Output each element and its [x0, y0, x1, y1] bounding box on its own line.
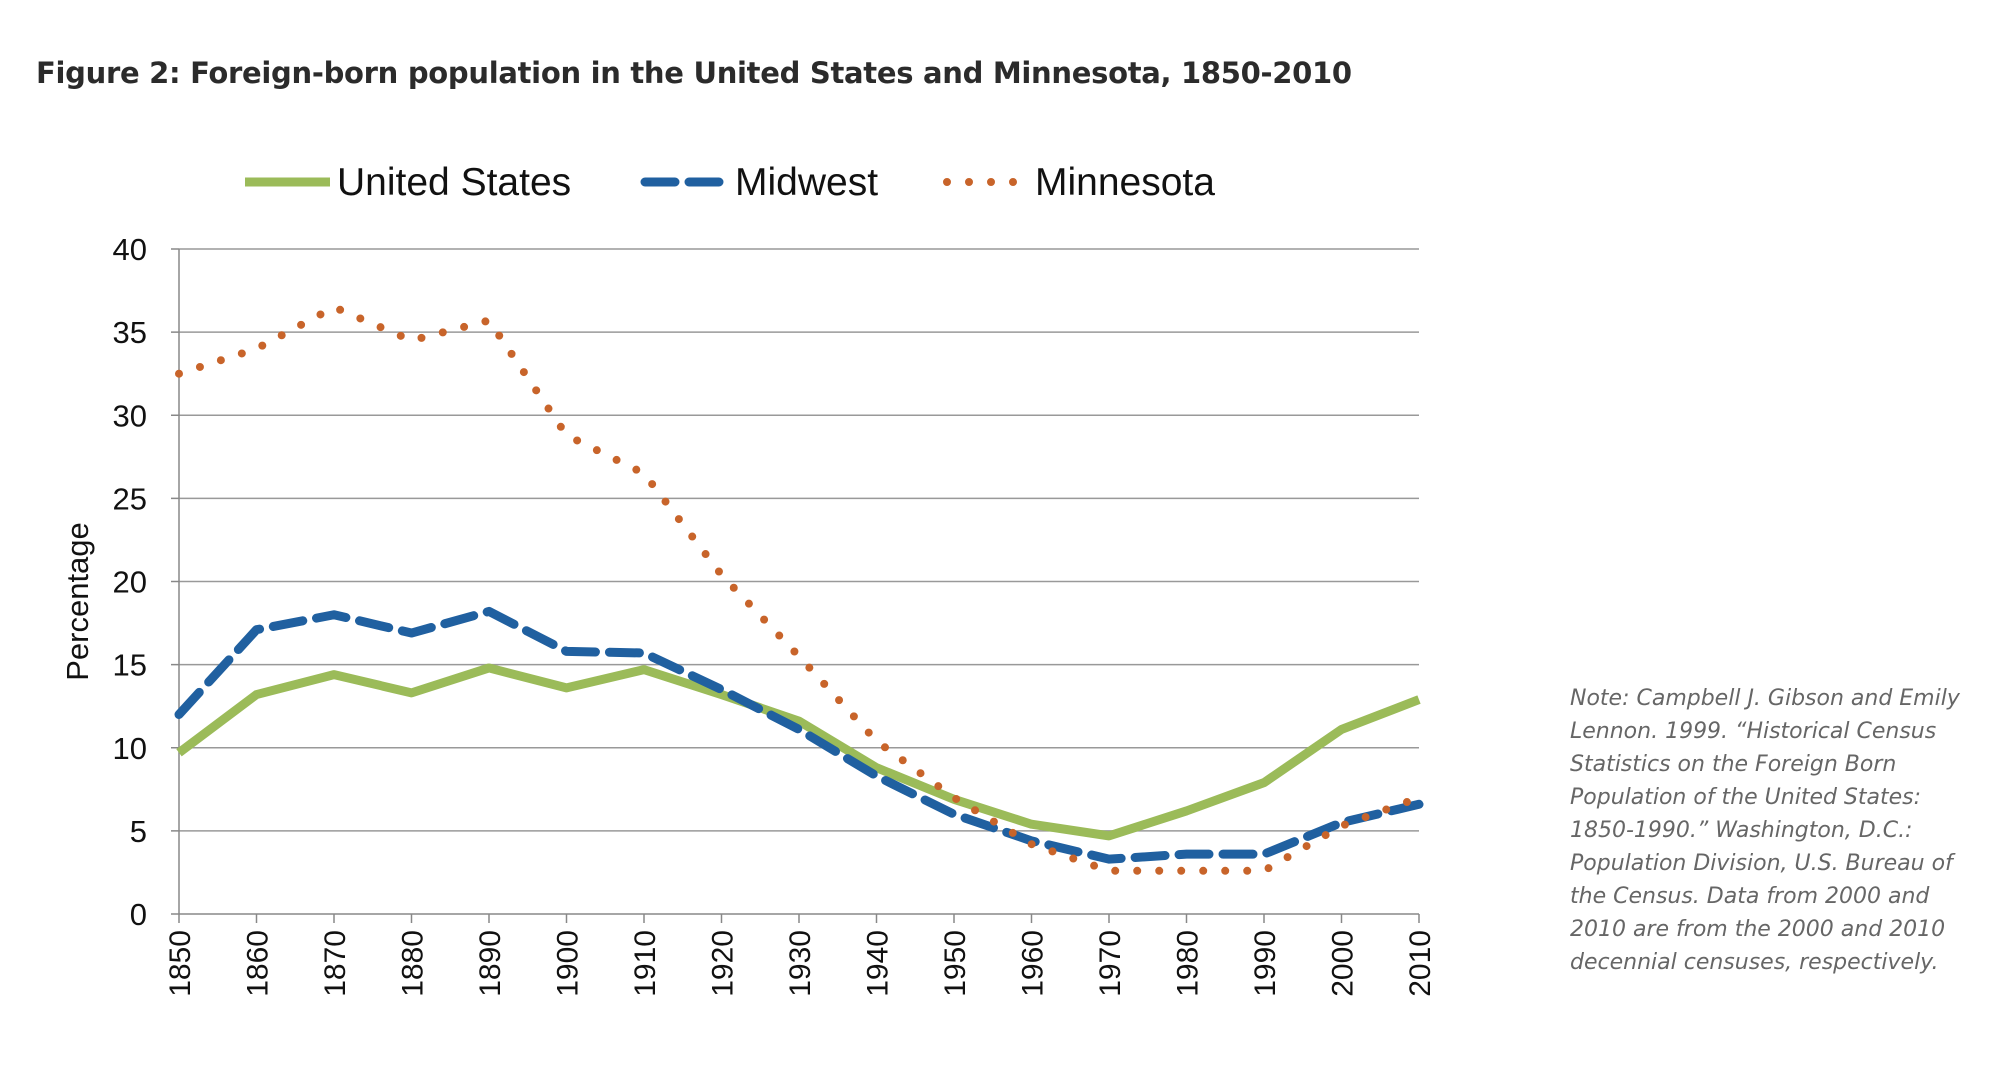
x-tick-label: 1960	[1017, 930, 1050, 997]
note-line: Note: Campbell J. Gibson and Emily	[1570, 686, 1960, 711]
series-line-united-states	[176, 663, 1421, 841]
y-tick-label: 5	[130, 814, 147, 849]
y-tick-label: 25	[113, 481, 147, 516]
x-tick-label: 1850	[164, 930, 197, 997]
x-tick-label: 1900	[552, 930, 585, 997]
chart-title: Figure 2: Foreign-born population in the…	[36, 56, 1352, 90]
note-line: 2010 are from the 2000 and 2010	[1570, 917, 1946, 942]
x-tick-label: 1930	[784, 930, 817, 997]
y-tick-label: 20	[113, 565, 147, 600]
x-tick-label: 1870	[319, 930, 352, 997]
note-line: the Census. Data from 2000 and	[1570, 884, 1930, 909]
note-line: Population of the United States:	[1570, 785, 1922, 810]
x-tick-label: 1890	[474, 930, 507, 997]
y-tick-label: 15	[113, 648, 147, 683]
legend-label: Minnesota	[1035, 161, 1215, 204]
note-line: 1850-1990.” Washington, D.C.:	[1570, 818, 1913, 843]
note-line: Statistics on the Foreign Born	[1570, 752, 1897, 777]
x-tick-label: 1950	[939, 930, 972, 997]
series-line-minnesota	[175, 303, 1423, 875]
y-tick-label: 0	[130, 897, 147, 932]
x-tick-label: 1880	[397, 930, 430, 997]
legend-label: United States	[337, 161, 571, 204]
x-tick-label: 1860	[242, 930, 275, 997]
note-line: Lennon. 1999. “Historical Census	[1570, 719, 1937, 744]
series-line-midwest	[174, 606, 1424, 864]
x-tick-label: 1970	[1094, 930, 1127, 997]
x-tick-label: 1910	[629, 930, 662, 997]
note-line: Population Division, U.S. Bureau of	[1570, 851, 1953, 876]
y-tick-label: 10	[113, 731, 147, 766]
y-tick-label: 35	[113, 315, 147, 350]
x-tick-label: 1990	[1249, 930, 1282, 997]
y-axis-label: Percentage	[60, 522, 95, 681]
legend-label: Midwest	[735, 161, 878, 204]
x-tick-label: 1980	[1172, 930, 1205, 997]
x-tick-label: 2000	[1327, 930, 1360, 997]
note-line: decennial censuses, respectively.	[1570, 950, 1939, 975]
y-tick-label: 40	[113, 232, 147, 267]
x-tick-label: 1940	[862, 930, 895, 997]
x-tick-label: 1920	[707, 930, 740, 997]
x-tick-label: 2010	[1404, 930, 1437, 997]
source-note: Note: Campbell J. Gibson and Emily Lennon…	[1570, 682, 1990, 979]
y-tick-label: 30	[113, 398, 147, 433]
